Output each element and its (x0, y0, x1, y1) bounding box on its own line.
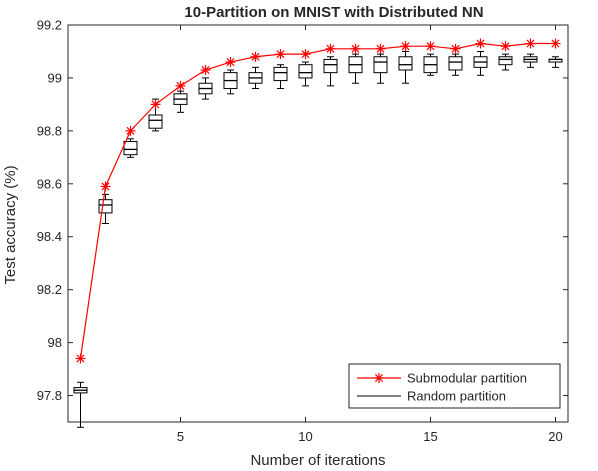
marker-stroke (226, 58, 235, 67)
marker-stroke (201, 65, 210, 75)
y-tick-label: 98.2 (37, 282, 62, 297)
box-plot (448, 53, 463, 76)
marker-stroke (126, 126, 135, 135)
data-point-submodular (100, 181, 111, 192)
marker-stroke (451, 44, 460, 53)
data-point-submodular (400, 41, 411, 52)
y-tick-label: 99.2 (37, 18, 62, 33)
marker-stroke (526, 39, 535, 48)
box-plot (173, 90, 188, 113)
x-tick-label: 5 (177, 429, 184, 444)
data-point-submodular (500, 41, 511, 52)
data-point-submodular (525, 38, 536, 49)
data-point-submodular (175, 80, 186, 91)
marker-stroke (501, 42, 510, 51)
data-point-submodular (200, 64, 211, 75)
box-plot (73, 381, 88, 428)
legend: Submodular partition Random partition (348, 363, 561, 409)
box-plot (348, 53, 363, 84)
legend-box (348, 363, 561, 409)
data-point-submodular (250, 51, 261, 62)
marker-stroke (76, 354, 85, 363)
y-tick-label: 99 (48, 70, 62, 85)
marker-stroke (376, 44, 385, 53)
marker-stroke (476, 39, 485, 48)
y-tick-label: 98.4 (37, 229, 62, 244)
box-plot (273, 64, 288, 90)
data-point-submodular (425, 41, 436, 52)
box-plot (98, 193, 113, 224)
box-plot (373, 53, 388, 84)
box-plot (223, 69, 238, 95)
data-point-submodular (225, 57, 236, 68)
box-plot (123, 138, 138, 158)
data-point-submodular (75, 353, 86, 364)
plot-area: 5 10 15 20 97.8 98 98.2 98.4 98.6 98.8 99 99.2 (37, 18, 569, 444)
marker-stroke (551, 39, 560, 48)
box-plot (198, 77, 213, 100)
y-tick-label: 98.6 (37, 176, 62, 191)
box-plot (423, 53, 438, 76)
data-point-submodular (275, 49, 286, 60)
x-tick-label: 20 (548, 429, 562, 444)
chart-title: 10-Partition on MNIST with Distributed N… (184, 4, 483, 21)
data-point-submodular (475, 38, 486, 49)
data-point-submodular (375, 43, 386, 54)
marker-stroke (326, 44, 335, 53)
box-rect (398, 56, 413, 71)
marker-stroke (151, 100, 160, 109)
marker-stroke (251, 52, 260, 61)
axes-box (67, 24, 569, 423)
box-rect (273, 66, 288, 82)
data-point-submodular (300, 49, 311, 60)
box-rect (448, 56, 463, 71)
x-axis-label: Number of iterations (250, 452, 385, 469)
legend-marker-submodular (374, 373, 384, 383)
box-rect (98, 199, 113, 214)
data-point-submodular (550, 38, 561, 49)
marker-stroke (401, 42, 410, 51)
box-plot (323, 56, 338, 87)
box-plot (248, 66, 263, 90)
data-point-submodular (125, 125, 136, 136)
box-plot (498, 53, 513, 71)
box-plot (548, 56, 563, 68)
y-axis-label: Test accuracy (%) (2, 165, 19, 284)
box-rect (323, 58, 338, 74)
y-tick-label: 98.8 (37, 123, 62, 138)
series-line-submodular (79, 42, 556, 359)
marker-stroke (301, 50, 310, 59)
box-plot (473, 50, 488, 76)
marker-stroke (276, 50, 285, 59)
legend-label-submodular: Submodular partition (407, 371, 527, 386)
marker-stroke (374, 373, 384, 383)
x-tick-label: 10 (298, 429, 312, 444)
marker-stroke (351, 44, 360, 53)
marker-stroke (101, 182, 110, 191)
data-point-submodular (450, 43, 461, 54)
data-point-submodular (350, 43, 361, 54)
data-point-submodular (325, 43, 336, 54)
box-rect (298, 64, 313, 79)
box-rect (148, 114, 163, 129)
y-tick-label: 98 (48, 335, 62, 350)
data-point-submodular (150, 99, 161, 110)
box-rect (373, 56, 388, 74)
marker-stroke (176, 81, 185, 90)
box-plot (298, 61, 313, 87)
box-rect (498, 56, 513, 66)
box-plot (398, 50, 413, 84)
x-tick-label: 15 (423, 429, 437, 444)
y-tick-label: 97.8 (37, 388, 62, 403)
legend-label-random: Random partition (407, 389, 506, 404)
marker-stroke (426, 42, 435, 51)
box-rect (123, 140, 138, 156)
box-plot (523, 53, 538, 68)
